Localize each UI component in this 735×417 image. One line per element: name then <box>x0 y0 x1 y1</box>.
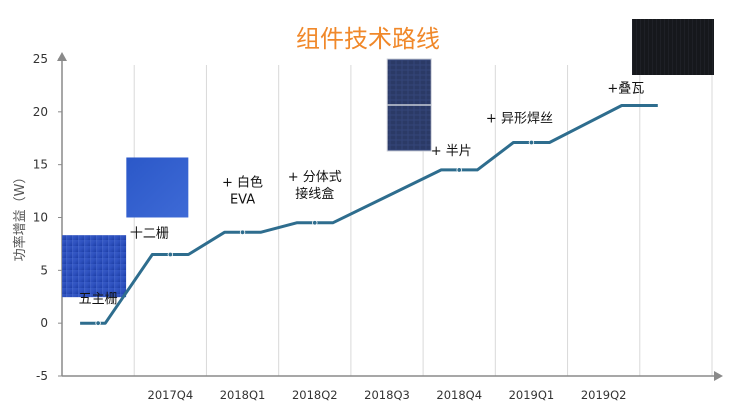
y-axis-arrow <box>57 52 67 61</box>
y-tick-label: 10 <box>33 211 48 225</box>
y-tick-label: 0 <box>40 316 48 330</box>
annotation-label: + 分体式 <box>288 170 342 185</box>
x-axis-arrow <box>714 371 723 381</box>
x-tick-label: 2019Q1 <box>509 388 555 402</box>
annotation-label: 十二栅 <box>130 226 169 241</box>
y-tick-label: 20 <box>33 105 48 119</box>
data-point <box>95 320 101 326</box>
annotation-label: EVA <box>230 192 255 207</box>
x-tick-label: 2018Q3 <box>364 388 410 402</box>
x-tick-label: 2018Q4 <box>436 388 482 402</box>
chart-title: 组件技术路线 <box>296 25 440 53</box>
series-line-layer <box>80 104 658 326</box>
x-tick-label: 2019Q2 <box>581 388 627 402</box>
data-point <box>456 167 462 173</box>
axis-layer: -5 0 5 10 15 20 25 2017Q4 2018Q1 2018Q2 2018Q3 2018… <box>33 52 723 402</box>
annotation-label: +叠瓦 <box>607 81 644 96</box>
twelve-busbar-cell-image <box>126 157 189 218</box>
y-tick-label: 25 <box>33 52 48 66</box>
annotation-label: 五主栅 <box>79 292 118 307</box>
x-tick-label: 2018Q1 <box>220 388 266 402</box>
x-tick-label: 2018Q2 <box>292 388 338 402</box>
data-point <box>167 251 174 258</box>
shingled-module-image <box>632 19 714 75</box>
x-tick-label: 2017Q4 <box>148 388 194 402</box>
five-busbar-cell-image <box>62 235 127 298</box>
annotation-label: + 白色 <box>222 174 263 190</box>
annotation-label: 接线盒 <box>295 186 334 202</box>
y-tick-label: 15 <box>33 158 48 172</box>
data-point <box>312 220 318 226</box>
data-point <box>528 139 535 146</box>
annotation-label: + 半片 <box>431 144 472 159</box>
y-tick-label: 5 <box>40 263 48 277</box>
y-axis-label: 功率增益（W） <box>12 171 28 262</box>
annotation-label: + 异形焊丝 <box>486 110 553 126</box>
thumbnail-layer <box>62 19 714 298</box>
y-tick-label: -5 <box>36 369 48 383</box>
data-point <box>239 229 246 235</box>
